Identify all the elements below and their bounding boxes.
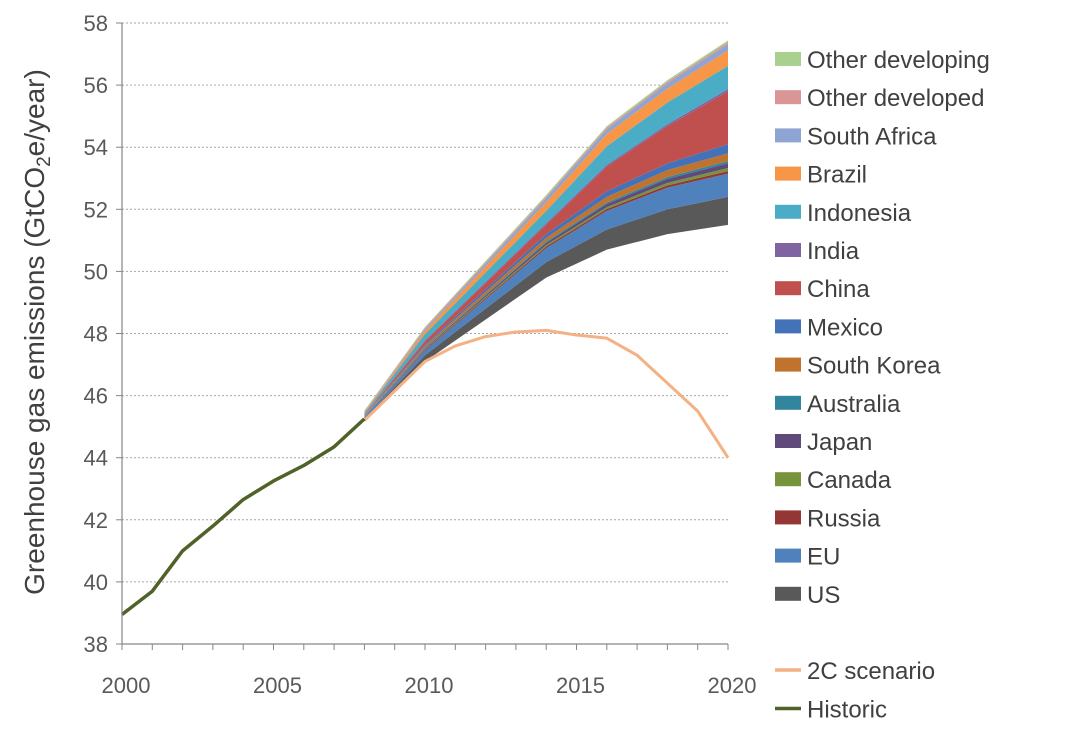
legend-swatch-russia [775, 510, 801, 525]
legend-label-india: India [807, 238, 860, 265]
legend-label-canada: Canada [807, 467, 892, 494]
legend-swatch-australia [775, 395, 801, 410]
legend-label-australia: Australia [807, 391, 901, 418]
y-tick-label-50: 50 [84, 259, 108, 284]
legend-swatch-india [775, 243, 801, 257]
legend-swatch-indonesia [775, 204, 801, 219]
legend-swatch-other-developing [775, 52, 801, 66]
y-tick-label-42: 42 [84, 508, 108, 533]
legend-swatch-south-africa [775, 128, 801, 143]
y-tick-label-56: 56 [84, 73, 108, 98]
legend-swatch-other-developed [775, 90, 801, 105]
legend-label-russia: Russia [807, 505, 881, 532]
area-brazil [364, 50, 728, 413]
legend-swatch-china [775, 281, 801, 296]
x-tick-label-2000: 2000 [102, 673, 151, 698]
legend-swatch-japan [775, 434, 801, 448]
area-china [364, 91, 728, 416]
x-tick-labels: 2000 2005 2010 2015 2020 [102, 673, 757, 698]
legend-label-indonesia: Indonesia [807, 200, 912, 227]
line-historic [120, 417, 366, 616]
legend-label-us: US [807, 582, 840, 609]
legend-label-south-korea: South Korea [807, 353, 941, 380]
legend-swatch-us [775, 586, 801, 601]
legend-label-2c-scenario: 2C scenario [807, 658, 935, 685]
legend-label-south-africa: South Africa [807, 123, 937, 150]
legend-swatch-brazil [775, 166, 801, 181]
stacked-areas [364, 40, 728, 421]
legend-label-brazil: Brazil [807, 162, 867, 189]
area-indonesia [364, 65, 728, 415]
line-2c-scenario [363, 328, 730, 459]
axes [116, 22, 729, 650]
x-tick-label-2005: 2005 [253, 673, 302, 698]
line-series [120, 328, 730, 616]
legend-swatch-mexico [775, 319, 801, 334]
y-tick-label-52: 52 [84, 197, 108, 222]
legend: Other developing Other developed South Afr… [775, 47, 990, 724]
legend-label-china: China [807, 276, 870, 303]
legend-label-historic: Historic [807, 697, 887, 724]
y-axis-title: Greenhouse gas emissions (GtCO2e/year) [19, 69, 55, 595]
y-tick-label-44: 44 [84, 446, 108, 471]
y-tick-label-40: 40 [84, 570, 108, 595]
legend-label-japan: Japan [807, 429, 872, 456]
y-tick-labels: 38 40 42 44 46 48 50 52 54 56 58 [84, 11, 108, 657]
legend-swatch-south-korea [775, 357, 801, 372]
y-tick-label-38: 38 [84, 632, 108, 657]
y-tick-label-58: 58 [84, 11, 108, 36]
area-eu [364, 173, 728, 419]
legend-label-eu: EU [807, 544, 840, 571]
x-tick-label-2020: 2020 [708, 673, 757, 698]
y-tick-label-54: 54 [84, 135, 108, 160]
x-tick-label-2015: 2015 [556, 673, 605, 698]
legend-label-other-developing: Other developing [807, 47, 990, 74]
legend-swatch-canada [775, 472, 801, 487]
legend-label-mexico: Mexico [807, 314, 883, 341]
y-tick-label-46: 46 [84, 384, 108, 409]
x-tick-label-2010: 2010 [405, 673, 454, 698]
area-us [364, 196, 728, 421]
legend-swatch-eu [775, 548, 801, 563]
y-tick-label-48: 48 [84, 322, 108, 347]
legend-label-other-developed: Other developed [807, 85, 984, 112]
